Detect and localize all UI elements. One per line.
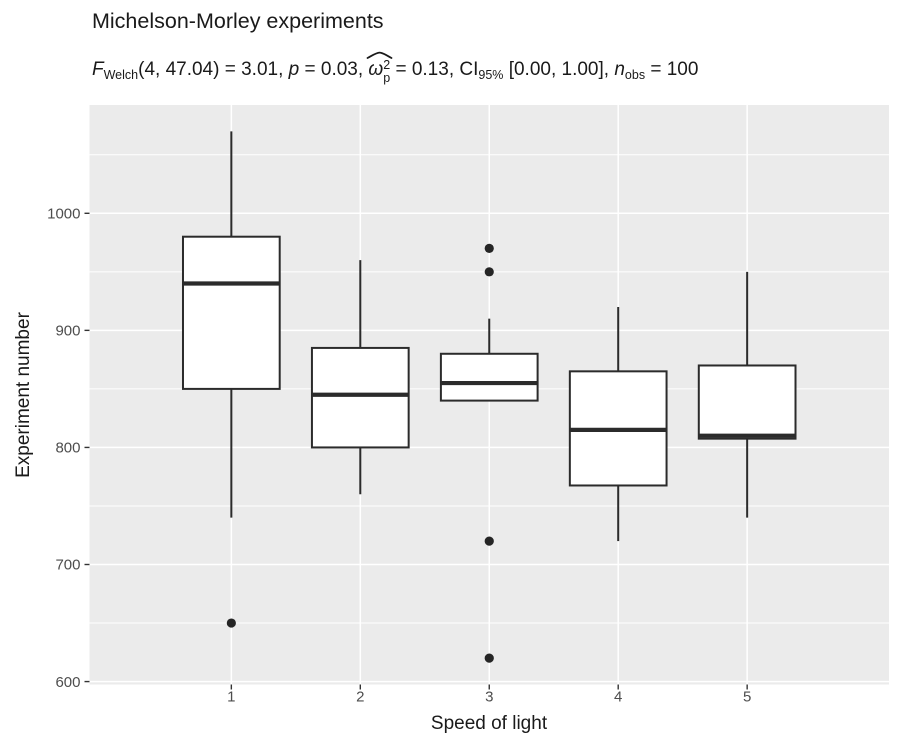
outlier-point [484,536,494,546]
n-value: = 100 [645,59,699,80]
box [697,364,797,440]
omega-subscript: p [383,70,391,85]
y-axis-title: Experiment number [13,312,34,478]
ci-symbol: CI [459,59,479,80]
outlier-point [484,243,494,254]
outlier-point [484,653,494,663]
y-tick-label: 600 [55,674,80,691]
y-tick-label: 800 [55,440,80,457]
x-tick-label: 5 [743,689,751,706]
omega-hat-accent [367,51,393,59]
x-tick-label: 2 [356,689,364,706]
x-tick-label: 3 [485,689,493,706]
box [181,235,281,390]
y-tick-label: 900 [55,323,80,340]
box [439,352,539,402]
y-tick-label: 700 [55,557,80,574]
chart-title: Michelson-Morley experiments [92,9,384,33]
f-statistic-symbol: F [92,59,104,80]
n-symbol: n [614,59,625,80]
outlier-point [484,267,494,277]
x-tick-label: 4 [614,689,622,706]
omega-symbol: ω [368,59,384,80]
box [310,346,410,449]
f-statistic-value: (4, 47.04) = 3.01, [138,59,289,80]
p-value: = 0.03, [299,59,369,80]
ci-interval: [0.00, 1.00], [503,59,615,80]
p-value-symbol: p [288,59,300,80]
n-subscript: obs [624,68,646,82]
omega-superscript: 2 [383,58,391,73]
outlier-point [226,618,236,628]
x-axis-title: Speed of light [430,713,548,734]
x-tick-label: 1 [227,689,235,706]
omega-squared-value: = 0.13, [390,59,460,80]
y-tick-label: 1000 [47,205,80,222]
ci-subscript: 95% [478,68,504,82]
f-statistic-subscript: Welch [103,68,139,82]
